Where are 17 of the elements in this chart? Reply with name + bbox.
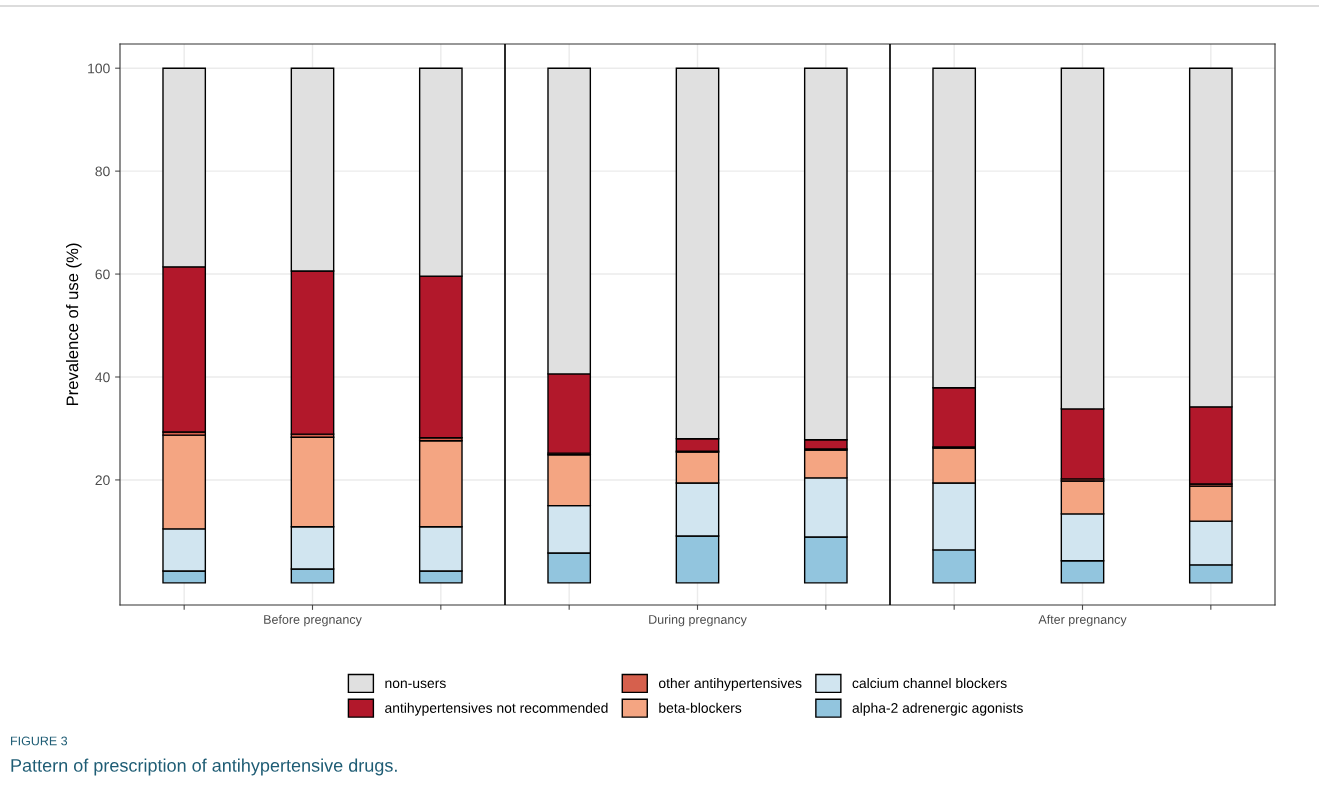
y-tick-label: 80 (95, 166, 110, 177)
x-tick-label: During pregnancy (649, 614, 747, 627)
y-tick-label: 100 (88, 63, 110, 74)
caption: FIGURE 3 (11, 736, 68, 746)
legend-label: other antihypertensives (658, 677, 802, 691)
legend-label: alpha-2 adrenergic agonists (852, 702, 1023, 716)
x-tick-label: After pregnancy (1038, 614, 1127, 627)
legend-label: calcium channel blockers (852, 677, 1007, 689)
y-tick-label: 20 (95, 475, 110, 486)
y-tick-label: 40 (95, 372, 110, 383)
y-tick-label: 60 (95, 269, 110, 280)
legend-label: antihypertensives not recommended (385, 702, 608, 716)
legend-label: beta-blockers (659, 702, 742, 713)
text: Pattern of prescription of antihypertensive drugs. (11, 758, 397, 776)
legend-label: non-users (385, 680, 446, 689)
x-tick-label: Before pregnancy (264, 614, 362, 627)
y-axis-title: Prevalence of use (%) (66, 243, 82, 406)
